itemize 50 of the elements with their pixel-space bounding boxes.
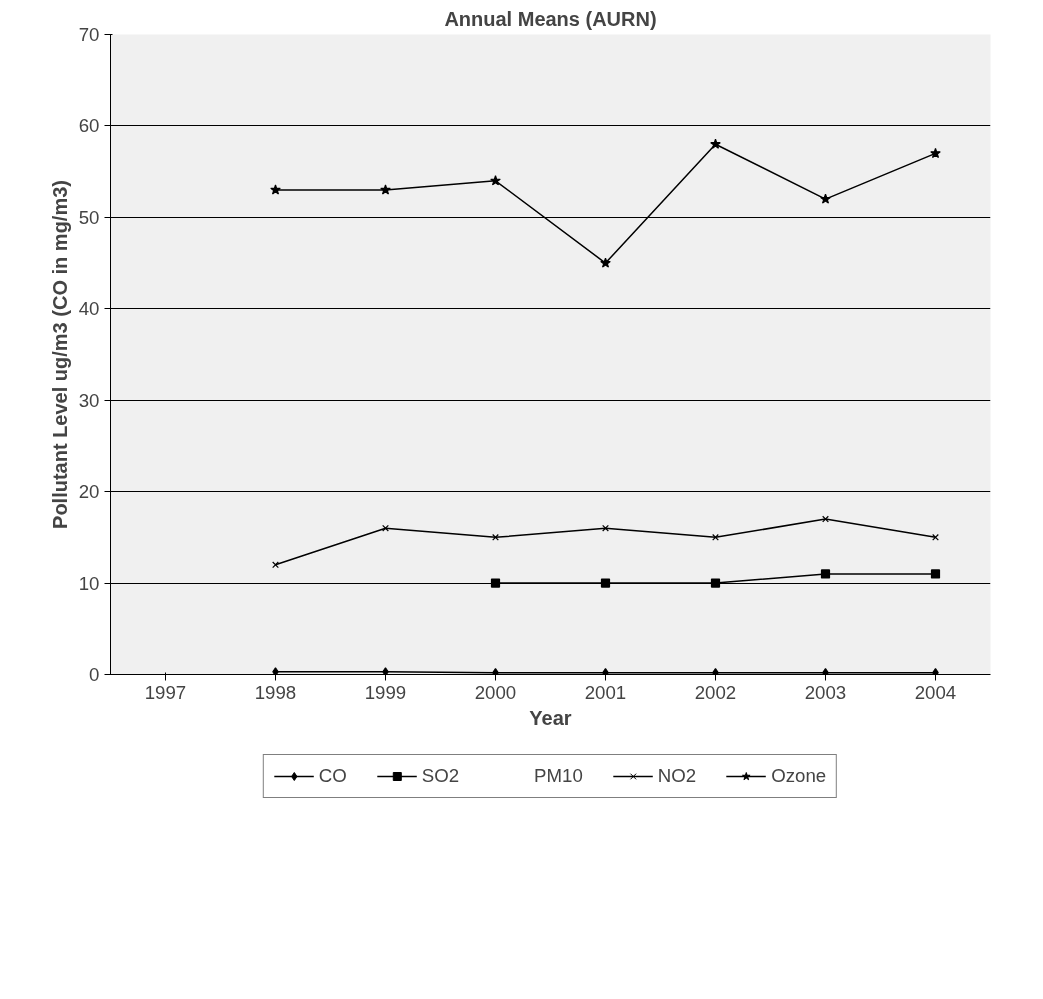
point xyxy=(710,578,721,588)
point xyxy=(270,184,281,195)
point xyxy=(932,668,939,675)
point xyxy=(712,668,719,675)
point xyxy=(930,569,941,579)
x-tick-label: 2001 xyxy=(584,681,627,703)
y-tick-label: 30 xyxy=(78,389,100,411)
y-tick-label: 10 xyxy=(78,572,100,594)
legend-label: SO2 xyxy=(421,765,460,787)
point xyxy=(600,257,611,268)
y-tick-label: 70 xyxy=(78,24,100,45)
point xyxy=(380,184,391,195)
y-axis-title: Pollutant Level ug/m3 (CO in mg/m3) xyxy=(48,180,71,529)
legend-label: NO2 xyxy=(657,765,697,787)
point xyxy=(712,533,719,541)
point xyxy=(710,138,721,149)
point xyxy=(382,667,389,675)
point xyxy=(490,578,501,588)
legend-label: CO xyxy=(318,765,347,787)
x-tick-label: 2003 xyxy=(804,681,847,703)
x-tick-label: 1997 xyxy=(144,681,187,703)
x-tick-label: 2004 xyxy=(914,681,957,703)
point xyxy=(272,561,279,569)
point xyxy=(930,147,941,158)
text: PM10 xyxy=(534,765,583,787)
point xyxy=(492,533,499,541)
x-tick-label: 2000 xyxy=(474,681,517,703)
point xyxy=(822,515,829,523)
point xyxy=(490,175,501,186)
point xyxy=(932,533,939,541)
x-tick-label: 1998 xyxy=(254,681,297,703)
x-tick-label: 1999 xyxy=(364,681,407,703)
chart-title: Annual Means (AURN) xyxy=(444,7,657,30)
point xyxy=(492,668,499,675)
y-tick-label: 20 xyxy=(78,481,100,503)
y-tick-label: 50 xyxy=(78,206,100,228)
point xyxy=(822,668,829,675)
point xyxy=(602,668,609,675)
x-tick-label: 2002 xyxy=(694,681,737,703)
point xyxy=(382,524,389,532)
y-tick-label: 60 xyxy=(78,115,100,137)
point xyxy=(820,569,831,579)
point xyxy=(602,524,609,532)
legend-label: Ozone xyxy=(771,765,827,787)
point xyxy=(272,667,279,675)
y-tick-label: 0 xyxy=(89,664,100,685)
y-tick-label: 40 xyxy=(78,298,100,320)
x-axis-title: Year xyxy=(529,706,572,729)
point xyxy=(600,578,611,588)
point xyxy=(820,193,831,204)
